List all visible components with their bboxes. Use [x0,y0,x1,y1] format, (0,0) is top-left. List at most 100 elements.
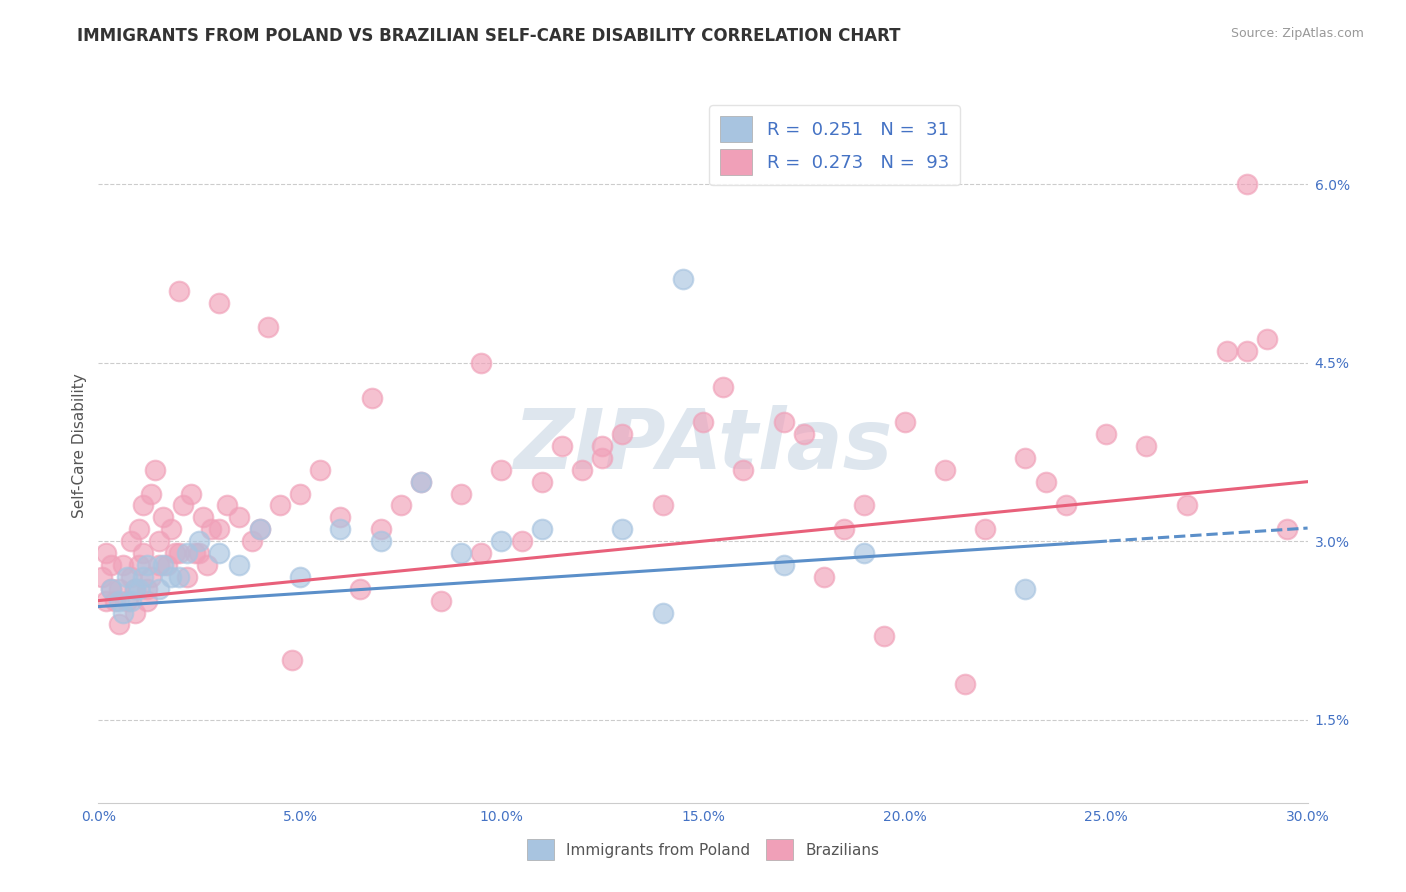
Point [160,522,183,536]
Point [1236,343,1258,358]
Point [143,463,166,477]
Point [450,546,472,560]
Point [853,499,876,513]
Point [1135,439,1157,453]
Point [156,558,179,572]
Point [152,558,174,572]
Point [124,582,146,596]
Point [571,463,593,477]
Point [139,486,162,500]
Point [188,546,211,560]
Point [167,285,190,299]
Point [120,534,142,549]
Point [450,486,472,500]
Point [208,522,231,536]
Point [107,617,129,632]
Point [1014,450,1036,465]
Point [240,534,263,549]
Point [124,582,146,596]
Point [430,593,453,607]
Point [974,522,997,536]
Point [1256,332,1278,346]
Point [269,499,291,513]
Text: IMMIGRANTS FROM POLAND VS BRAZILIAN SELF-CARE DISABILITY CORRELATION CHART: IMMIGRANTS FROM POLAND VS BRAZILIAN SELF… [77,27,901,45]
Point [893,415,915,429]
Point [160,570,183,584]
Point [349,582,371,596]
Point [195,558,218,572]
Point [180,486,202,500]
Point [148,534,170,549]
Point [530,475,553,489]
Point [167,546,190,560]
Point [176,570,198,584]
Point [733,463,755,477]
Point [200,522,222,536]
Point [193,510,215,524]
Point [167,570,190,584]
Point [409,475,432,489]
Point [172,499,194,513]
Point [651,499,673,513]
Point [184,546,207,560]
Point [832,522,855,536]
Point [91,570,114,584]
Point [107,582,129,596]
Point [370,534,392,549]
Point [148,558,170,572]
Point [793,427,815,442]
Point [115,570,138,584]
Point [152,510,174,524]
Point [309,463,332,477]
Text: Source: ZipAtlas.com: Source: ZipAtlas.com [1230,27,1364,40]
Text: ZIPAtlas: ZIPAtlas [513,406,893,486]
Point [120,570,142,584]
Y-axis label: Self-Care Disability: Self-Care Disability [72,374,87,518]
Point [132,499,155,513]
Point [934,463,956,477]
Point [103,593,125,607]
Point [100,582,122,596]
Point [470,546,492,560]
Point [491,534,513,549]
Point [256,320,278,334]
Point [163,546,186,560]
Point [1175,499,1198,513]
Point [329,510,352,524]
Point [96,546,118,560]
Point [135,582,157,596]
Legend: Immigrants from Poland, Brazilians: Immigrants from Poland, Brazilians [520,832,886,866]
Point [249,522,271,536]
Point [96,593,118,607]
Point [651,606,673,620]
Point [100,558,122,572]
Point [128,558,150,572]
Point [249,522,271,536]
Point [1236,178,1258,192]
Point [1095,427,1118,442]
Point [288,570,311,584]
Point [389,499,412,513]
Point [107,593,129,607]
Point [228,558,250,572]
Point [139,570,162,584]
Point [124,606,146,620]
Point [772,415,794,429]
Point [853,546,876,560]
Point [329,522,352,536]
Point [491,463,513,477]
Point [135,558,157,572]
Point [111,558,134,572]
Point [1035,475,1057,489]
Point [551,439,574,453]
Point [1277,522,1299,536]
Point [612,522,634,536]
Point [370,522,392,536]
Point [281,653,304,667]
Point [208,546,231,560]
Point [873,629,896,643]
Point [772,558,794,572]
Point [128,522,150,536]
Point [176,546,198,560]
Point [208,296,231,310]
